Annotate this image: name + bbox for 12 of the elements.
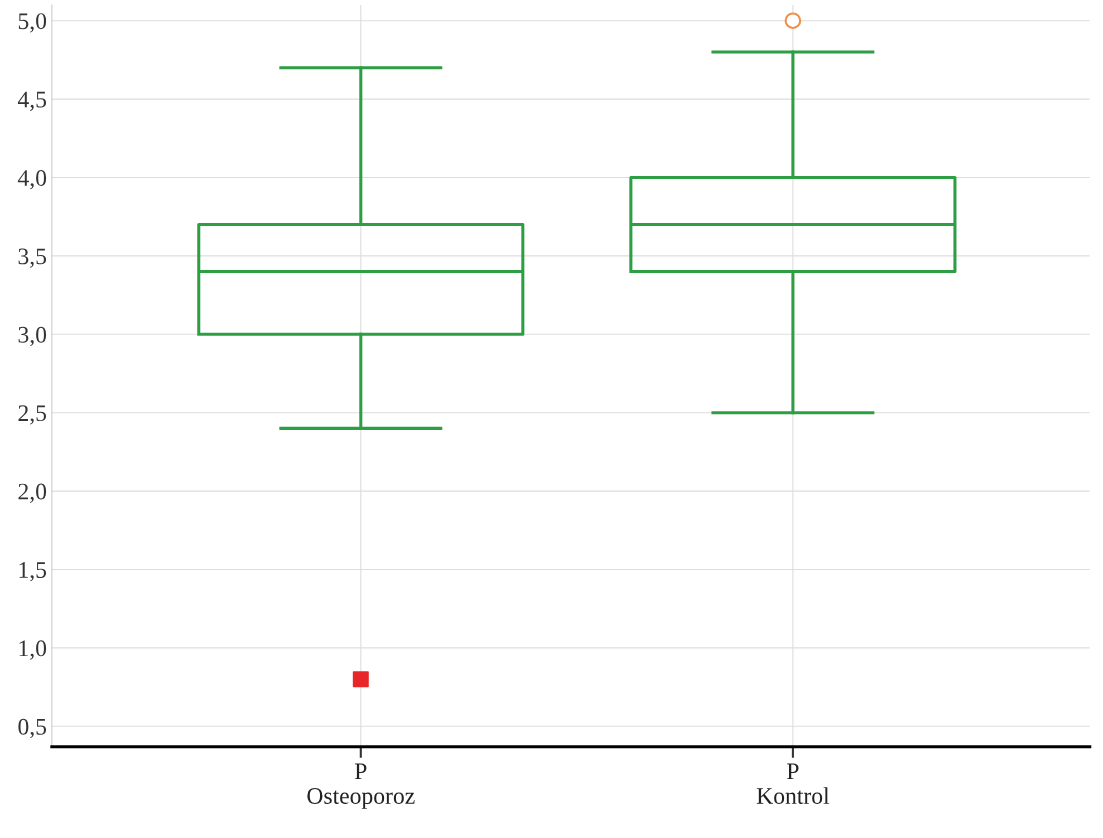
x-tick-label: P Kontrol — [756, 763, 830, 804]
y-tick-label: 4,5 — [17, 91, 47, 111]
y-tick-label: 3,0 — [18, 326, 47, 347]
y-tick-label: 1,0 — [19, 640, 47, 660]
y-tick-label: 5,0 — [18, 13, 47, 33]
x-tick-label: P Osteoporoz — [307, 763, 415, 809]
y-tick-label: 3,5 — [18, 248, 47, 268]
y-tick-label: 2,0 — [18, 483, 47, 503]
y-tick-label: 1,5 — [19, 562, 47, 582]
y-tick-label: 0,5 — [18, 718, 47, 739]
y-tick-label: 4,0 — [17, 169, 47, 190]
y-tick-label: 2,5 — [18, 405, 47, 425]
